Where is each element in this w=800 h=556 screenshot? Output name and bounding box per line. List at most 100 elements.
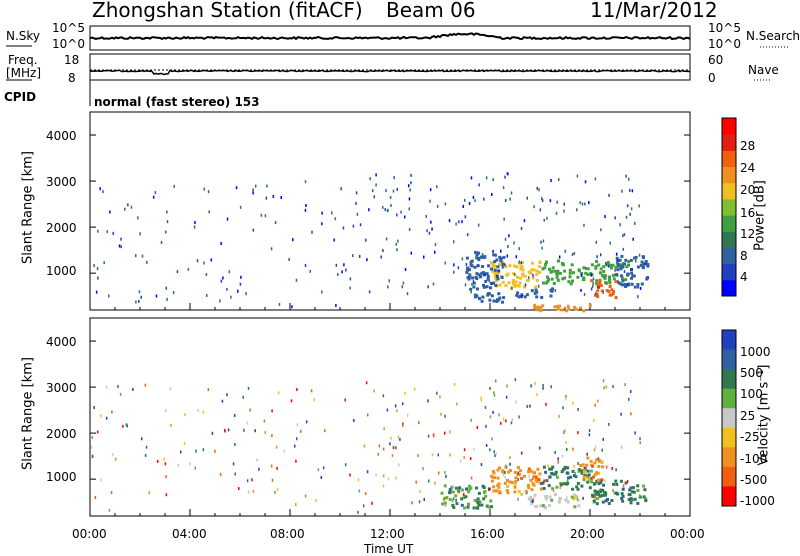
power-echo (563, 202, 566, 206)
power-echo (457, 266, 460, 270)
velocity-echo (477, 503, 481, 507)
velocity-echo (506, 484, 510, 488)
velocity-echo (601, 448, 603, 452)
power-echo (590, 287, 593, 291)
power-echo (205, 293, 208, 297)
velocity-echo (554, 472, 558, 476)
velocity-echo (565, 482, 569, 486)
power-cbar-frame (721, 117, 737, 297)
power-echo (553, 269, 557, 273)
date-label: 11/Mar/2012 (590, 0, 718, 22)
velocity-echo (559, 483, 563, 487)
power-echo (619, 223, 621, 227)
velocity-echo (377, 452, 380, 456)
power-echo (614, 268, 616, 272)
power-echo (497, 292, 501, 296)
power-echo (612, 277, 616, 281)
power-echo (548, 267, 551, 271)
velocity-echo (582, 475, 586, 479)
velocity-echo (597, 471, 601, 475)
velocity-echo (595, 502, 599, 506)
velocity-echo (615, 468, 617, 472)
power-echo (304, 264, 307, 268)
velocity-echo (532, 483, 536, 487)
power-echo (127, 203, 129, 207)
velocity-echo (234, 443, 236, 447)
power-echo (602, 275, 606, 279)
power-echo (495, 274, 499, 278)
velocity-echo (202, 410, 205, 414)
power-echo (496, 277, 500, 281)
velocity-echo (214, 449, 216, 453)
power-cbar-tick: 16 (740, 206, 756, 220)
velocity-echo (419, 490, 421, 494)
velocity-echo (264, 431, 266, 435)
freq-trace (89, 69, 691, 76)
velocity-echo (454, 486, 458, 490)
power-echo (568, 268, 572, 272)
power-echo (515, 265, 519, 269)
power-echo (355, 191, 358, 195)
power-echo (500, 276, 504, 279)
power-echo (590, 263, 594, 267)
power-echo (208, 210, 210, 214)
power-echo (504, 284, 508, 287)
power-echo (226, 217, 229, 221)
velocity-echo (583, 467, 587, 471)
power-echo (410, 251, 413, 255)
velocity-echo (629, 390, 632, 394)
velocity-echo (606, 498, 609, 501)
power-echo (252, 191, 254, 195)
vel-cbar-tick: 1000 (740, 345, 771, 359)
colorbars (721, 117, 737, 507)
power-echo (336, 272, 339, 276)
velocity-echo (522, 474, 526, 478)
velocity-echo (504, 466, 506, 470)
power-cbar-cell (722, 263, 736, 281)
velocity-echo (484, 405, 487, 409)
velocity-echo (577, 468, 581, 472)
power-echo (112, 231, 114, 235)
velocity-echo (169, 387, 172, 391)
power-echo (138, 290, 141, 294)
velocity-echo (594, 445, 597, 449)
power-echo (615, 273, 619, 277)
power-echo (551, 266, 555, 270)
power-echo (107, 294, 110, 298)
power-echo (617, 281, 621, 285)
velocity-echo (157, 459, 159, 463)
velocity-echo (466, 487, 468, 491)
power-echo (630, 207, 633, 211)
power-echo (629, 212, 631, 216)
velocity-echo (418, 500, 421, 504)
velocity-echo (452, 497, 455, 501)
power-echo (605, 261, 607, 265)
velocity-echo (296, 388, 298, 392)
power-echo (397, 239, 399, 243)
power-echo (491, 193, 493, 197)
xlabel: Time UT (364, 542, 414, 556)
velocity-echo (602, 483, 605, 487)
xtick: 00:00 (670, 527, 705, 541)
velocity-echo (353, 419, 355, 423)
velocity-echo (263, 419, 266, 423)
velocity-echo (552, 472, 556, 476)
power-echo (226, 287, 228, 291)
power-echo (543, 218, 546, 222)
velocity-echo (417, 454, 419, 458)
power-echo (539, 309, 543, 313)
power-echo (482, 271, 486, 275)
power-echo (608, 193, 610, 197)
velocity-echo (207, 388, 210, 392)
velocity-echo (413, 387, 416, 391)
velocity-echo (534, 478, 538, 482)
power-echo (395, 242, 398, 246)
velocity-echo (498, 413, 500, 417)
velocity-echo (601, 488, 605, 492)
velocity-echo (349, 473, 351, 477)
power-echo (488, 298, 492, 302)
velocity-echo (91, 454, 94, 458)
velocity-echo (247, 386, 250, 390)
velocity-echo (541, 481, 545, 485)
power-echo (392, 189, 395, 193)
